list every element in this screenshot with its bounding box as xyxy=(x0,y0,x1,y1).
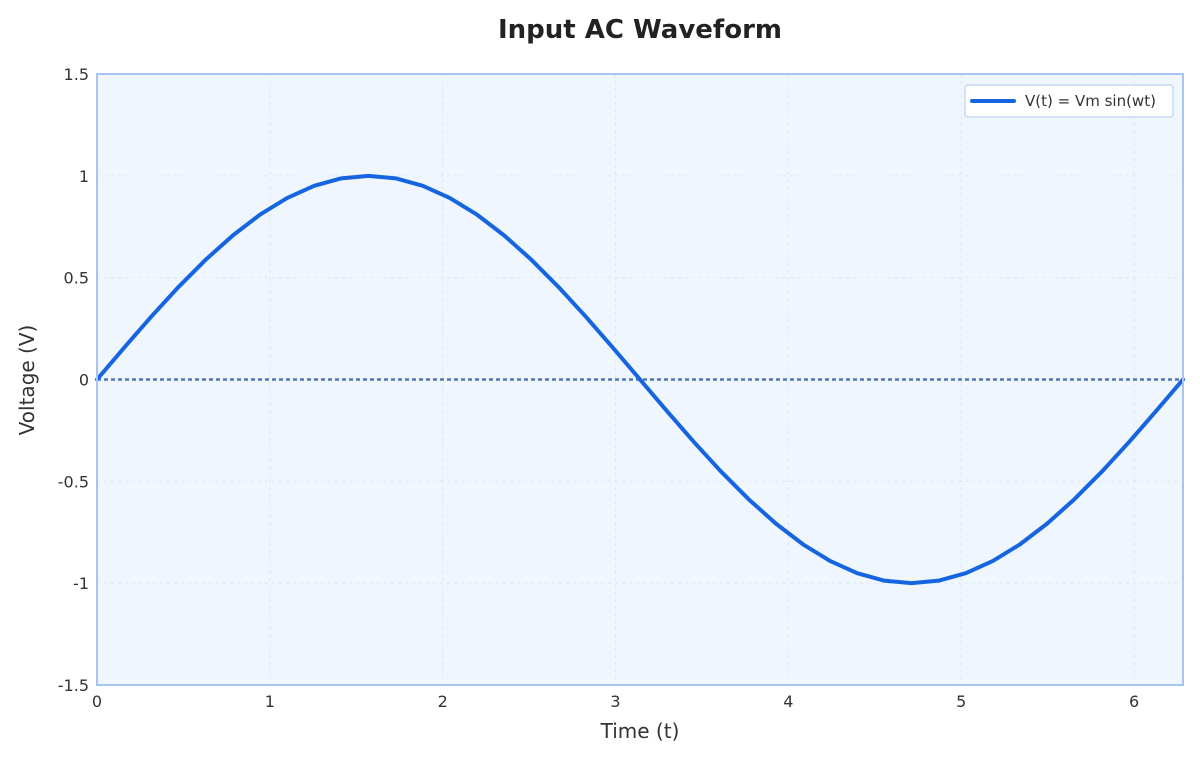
y-tick-label: 1 xyxy=(79,167,89,186)
y-axis-label: Voltage (V) xyxy=(15,325,39,436)
series-line xyxy=(95,173,1185,586)
x-axis-label: Time (t) xyxy=(600,719,680,743)
legend-box xyxy=(964,84,1174,118)
plot-frame xyxy=(96,73,1184,686)
x-tick-label: 0 xyxy=(92,692,102,711)
series-layer xyxy=(95,173,1185,586)
x-tick-label: 6 xyxy=(1129,692,1139,711)
y-tick-label: 0 xyxy=(79,371,89,390)
legend: V(t) = Vm sin(wt) xyxy=(964,84,1174,118)
legend-label: V(t) = Vm sin(wt) xyxy=(1025,92,1156,110)
x-tick-label: 3 xyxy=(610,692,620,711)
y-axis-ticks: -1.5 -1 -0.5 0 0.5 1 1.5 xyxy=(58,65,89,695)
x-tick-label: 1 xyxy=(265,692,275,711)
y-tick-label: 1.5 xyxy=(64,65,89,84)
x-axis-ticks: 0 1 2 3 4 5 6 xyxy=(92,692,1139,711)
y-tick-label: 0.5 xyxy=(64,269,89,288)
x-tick-label: 5 xyxy=(956,692,966,711)
x-tick-label: 4 xyxy=(783,692,793,711)
y-tick-label: -1.5 xyxy=(58,676,89,695)
y-tick-label: -0.5 xyxy=(58,472,89,491)
chart-title: Input AC Waveform xyxy=(498,15,782,45)
x-tick-label: 2 xyxy=(438,692,448,711)
y-tick-label: -1 xyxy=(73,574,89,593)
